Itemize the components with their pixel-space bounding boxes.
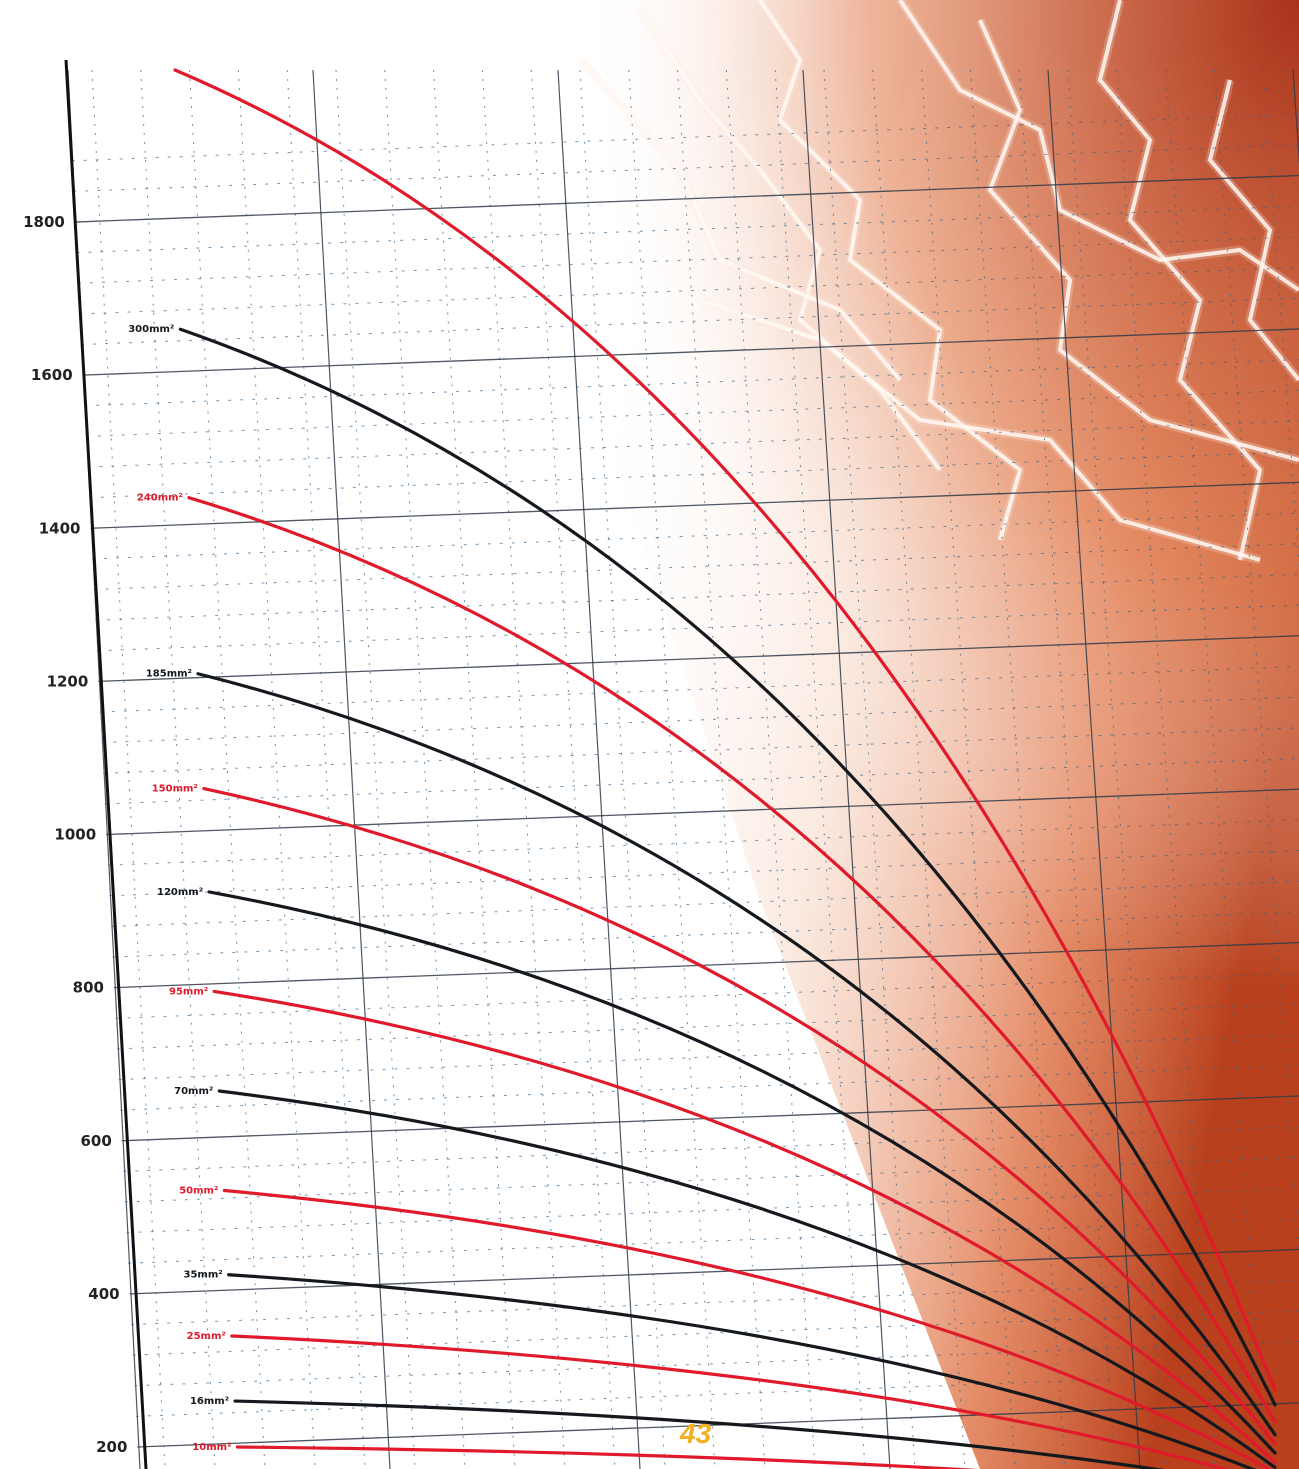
curve-35mm bbox=[227, 1273, 1257, 1469]
y-tick-label: 1800 bbox=[23, 213, 65, 231]
series-label: 16mm² bbox=[190, 1396, 229, 1407]
y-tick-label: 200 bbox=[96, 1438, 127, 1456]
series-label: 10mm² bbox=[192, 1442, 231, 1453]
series-label: 35mm² bbox=[184, 1270, 223, 1281]
series-labels: 300mm² 240mm² 185mm² 150mm² 120mm² 95mm² 70mm²… bbox=[128, 324, 231, 1453]
y-axis bbox=[64, 59, 148, 1469]
y-tick-label: 1400 bbox=[39, 519, 81, 537]
curve-120mm bbox=[207, 890, 1277, 1455]
series-label: 70mm² bbox=[174, 1086, 213, 1097]
series-label: 240mm² bbox=[137, 493, 183, 504]
curve-top bbox=[173, 68, 1277, 1392]
y-tick-label: 1200 bbox=[47, 672, 89, 690]
y-tick-label: 400 bbox=[88, 1285, 119, 1303]
series-label: 185mm² bbox=[146, 669, 192, 680]
chart-curves bbox=[173, 68, 1277, 1469]
curve-25mm bbox=[230, 1334, 1231, 1469]
curve-95mm bbox=[212, 989, 1277, 1464]
curve-240mm bbox=[187, 496, 1277, 1424]
y-tick-label: 800 bbox=[73, 979, 104, 997]
series-label: 25mm² bbox=[187, 1331, 226, 1342]
curve-300mm bbox=[178, 327, 1277, 1407]
curve-10mm bbox=[235, 1445, 979, 1469]
y-tick-label: 1000 bbox=[54, 826, 96, 844]
curve-50mm bbox=[222, 1188, 1272, 1469]
curve-70mm bbox=[217, 1089, 1277, 1469]
page-number: 43 bbox=[680, 1418, 712, 1449]
y-tick-labels: 200 400 600 800 1000 1200 1400 1600 1800 bbox=[23, 213, 127, 1456]
series-label: 120mm² bbox=[157, 887, 203, 898]
series-label: 150mm² bbox=[152, 784, 198, 795]
y-tick-label: 1600 bbox=[31, 366, 73, 384]
curve-150mm bbox=[202, 786, 1277, 1446]
series-label: 300mm² bbox=[128, 324, 174, 335]
series-label: 50mm² bbox=[179, 1186, 218, 1197]
curve-185mm bbox=[196, 672, 1277, 1437]
series-label: 95mm² bbox=[169, 986, 208, 997]
y-tick-label: 600 bbox=[80, 1132, 111, 1150]
